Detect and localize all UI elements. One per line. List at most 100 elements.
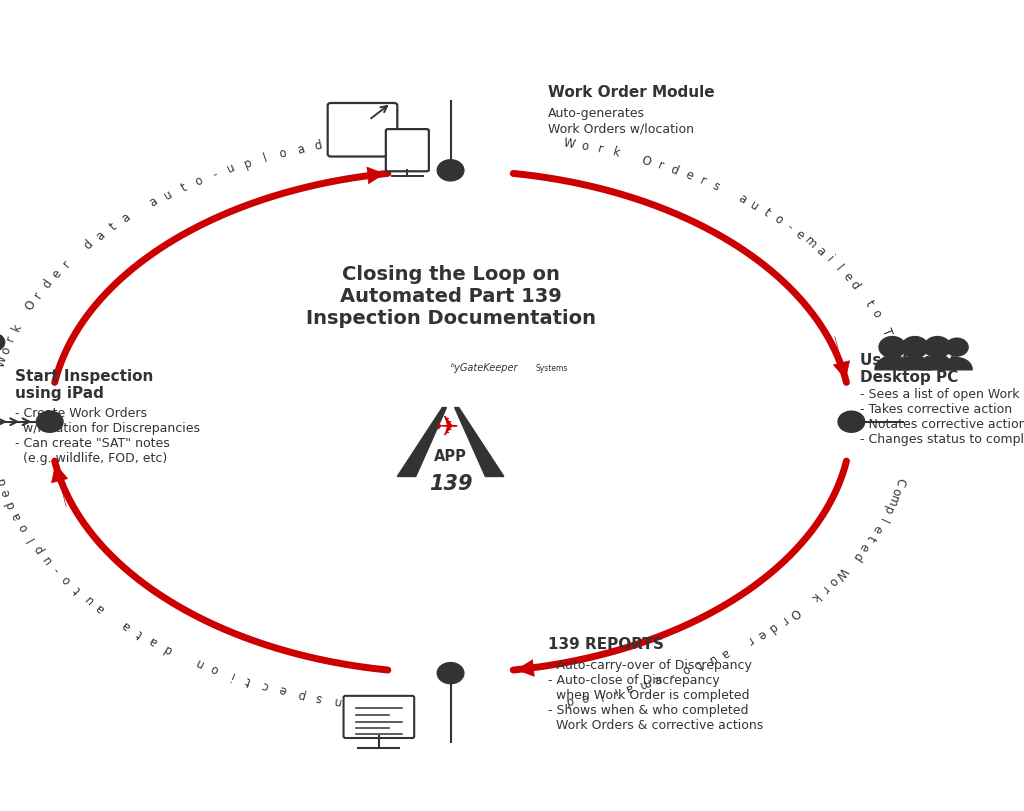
Text: e: e (793, 228, 807, 242)
Text: ✈: ✈ (436, 414, 459, 441)
Text: l: l (596, 688, 603, 701)
Circle shape (945, 338, 968, 356)
Text: W: W (562, 136, 577, 151)
Polygon shape (897, 356, 932, 370)
Text: r: r (817, 583, 830, 595)
Text: -: - (783, 221, 795, 234)
Text: u: u (748, 199, 761, 213)
Text: O: O (786, 605, 802, 620)
Text: r: r (655, 159, 665, 173)
Text: d: d (849, 549, 864, 563)
Text: a: a (93, 229, 108, 242)
Circle shape (879, 337, 905, 358)
Text: Systems: Systems (536, 364, 568, 373)
Text: d: d (848, 279, 862, 292)
Text: t: t (693, 657, 703, 671)
Text: t: t (863, 533, 878, 543)
Text: I: I (352, 697, 357, 710)
Text: d: d (313, 139, 324, 153)
Text: T: T (880, 327, 894, 338)
Polygon shape (397, 407, 446, 476)
Text: k: k (610, 146, 621, 161)
Text: l: l (24, 533, 37, 543)
Text: o: o (868, 307, 883, 320)
Text: e: e (856, 540, 871, 553)
Text: O: O (23, 298, 39, 313)
Text: a: a (119, 211, 133, 225)
Text: s: s (710, 180, 722, 194)
Text: e: e (683, 168, 695, 183)
Circle shape (0, 333, 5, 351)
Text: o: o (193, 174, 205, 188)
Text: a: a (735, 191, 749, 207)
Text: p: p (243, 156, 254, 170)
Circle shape (37, 411, 63, 432)
Text: e: e (755, 626, 768, 642)
Text: p: p (880, 504, 895, 516)
Text: ᵇyGateKeeper: ᵇyGateKeeper (451, 363, 518, 373)
Text: r: r (60, 258, 73, 270)
Text: k: k (807, 590, 821, 604)
Text: o: o (0, 345, 13, 356)
Text: e: e (580, 690, 590, 704)
Text: t: t (71, 583, 84, 595)
Text: Start Inspection
using iPad: Start Inspection using iPad (15, 369, 154, 401)
Text: Use iPad or
Desktop PC: Use iPad or Desktop PC (860, 353, 958, 385)
Polygon shape (874, 356, 909, 370)
FancyBboxPatch shape (328, 103, 397, 157)
Text: r: r (777, 613, 790, 626)
Text: -: - (667, 667, 676, 681)
Text: APP: APP (434, 449, 467, 464)
Text: e: e (278, 682, 289, 697)
Text: d: d (564, 693, 574, 707)
Text: e: e (49, 268, 63, 281)
Text: i: i (823, 254, 836, 264)
Text: C: C (892, 476, 907, 487)
Text: a: a (718, 646, 731, 660)
Text: e: e (885, 337, 899, 348)
Text: r: r (32, 290, 45, 300)
Text: d: d (3, 499, 18, 510)
Text: W: W (833, 564, 850, 581)
Text: t: t (106, 221, 119, 233)
Text: e: e (332, 135, 342, 150)
Text: r: r (596, 143, 604, 157)
Polygon shape (941, 358, 972, 370)
Text: a: a (147, 634, 161, 649)
Text: r: r (743, 633, 755, 647)
Text: W: W (0, 354, 9, 369)
Text: d: d (0, 476, 9, 487)
Text: a: a (624, 680, 635, 694)
Text: e: e (652, 672, 664, 686)
Text: r: r (4, 334, 18, 344)
Text: m: m (892, 354, 907, 369)
Circle shape (924, 337, 950, 358)
Text: u: u (706, 651, 718, 666)
Text: a: a (9, 510, 25, 521)
Polygon shape (455, 407, 504, 476)
Text: p: p (31, 542, 46, 556)
Text: O: O (639, 153, 652, 169)
Text: o: o (679, 662, 691, 676)
Circle shape (437, 160, 464, 181)
Text: d: d (162, 642, 175, 656)
Text: o: o (16, 521, 31, 533)
Text: a: a (813, 244, 827, 258)
Text: u: u (40, 552, 54, 566)
Text: 139: 139 (429, 474, 472, 494)
Text: -: - (50, 564, 63, 575)
Text: o: o (59, 573, 74, 586)
Text: l: l (262, 152, 269, 165)
Text: e: e (0, 487, 13, 499)
Text: a: a (295, 143, 306, 157)
Text: - Sees a list of open Work Orders
- Takes corrective action
- Notates corrective: - Sees a list of open Work Orders - Take… (860, 388, 1024, 446)
Text: l: l (876, 515, 889, 524)
Text: d: d (350, 133, 359, 147)
Text: i: i (227, 668, 236, 681)
Text: p: p (295, 687, 306, 701)
Polygon shape (920, 356, 954, 370)
Text: r: r (697, 174, 708, 188)
Text: u: u (81, 591, 96, 606)
Text: t: t (862, 298, 877, 309)
Text: u: u (225, 161, 238, 176)
